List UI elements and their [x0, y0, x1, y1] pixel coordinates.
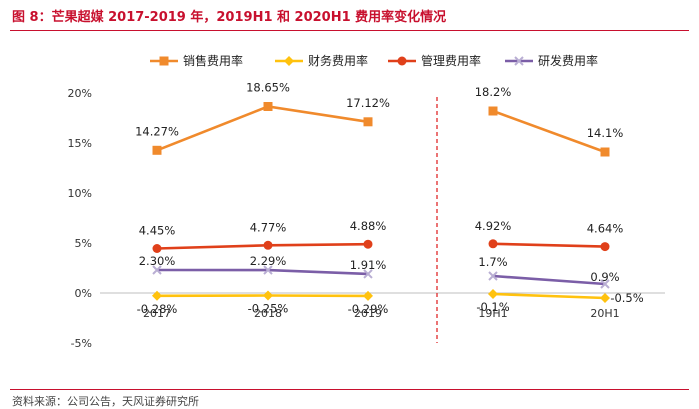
data-point	[263, 265, 273, 275]
data-label: -0.5%	[610, 291, 643, 305]
x-tick-label: 2019	[354, 307, 382, 320]
data-point	[152, 290, 162, 301]
data-point	[600, 147, 610, 157]
series-line	[156, 242, 369, 250]
series-line	[156, 105, 369, 152]
legend-label: 管理费用率	[421, 53, 481, 68]
source-divider	[10, 389, 689, 390]
data-point	[600, 279, 610, 289]
legend-label: 销售费用率	[183, 53, 243, 68]
data-point	[488, 289, 498, 299]
data-point	[363, 239, 373, 249]
series-line	[156, 268, 369, 276]
data-label: 0.9%	[590, 270, 619, 284]
x-tick-label: 20H1	[590, 307, 619, 320]
data-label: 4.92%	[475, 219, 512, 233]
title-divider	[10, 30, 689, 31]
series-line	[492, 274, 606, 286]
series-line	[492, 109, 606, 154]
data-point	[488, 271, 498, 281]
data-point	[363, 117, 373, 127]
data-point	[488, 239, 498, 249]
data-label: -0.1%	[476, 300, 509, 314]
data-label: 1.91%	[350, 258, 387, 272]
data-label: 4.64%	[587, 222, 624, 236]
data-point	[514, 56, 524, 66]
legend-label: 财务费用率	[308, 53, 368, 68]
data-label: 14.1%	[587, 126, 624, 140]
y-tick-label: 15%	[68, 137, 92, 150]
data-label: 18.2%	[475, 85, 512, 99]
y-tick-label: 10%	[68, 187, 92, 200]
data-point	[363, 290, 373, 301]
data-point	[284, 56, 294, 66]
data-point	[397, 56, 407, 66]
data-point	[159, 56, 169, 66]
data-point	[152, 244, 162, 253]
data-label: 1.7%	[478, 255, 507, 269]
y-tick-label: 0%	[75, 287, 92, 300]
x-tick-label: 19H1	[478, 307, 507, 320]
y-tick-label: 5%	[75, 237, 92, 250]
figure-title: 图 8：芒果超媒 2017-2019 年，2019H1 和 2020H1 费用率…	[12, 10, 447, 25]
y-tick-label: -5%	[71, 337, 92, 350]
data-label: -0.25%	[248, 302, 289, 316]
data-label: 17.12%	[346, 96, 390, 110]
data-point	[263, 290, 273, 301]
data-label: -0.29%	[348, 302, 389, 316]
series-line	[492, 242, 606, 248]
data-label: 4.45%	[139, 224, 176, 238]
series-line	[492, 292, 606, 300]
data-point	[263, 102, 273, 111]
x-tick-label: 2018	[254, 307, 282, 320]
y-tick-label: 20%	[68, 87, 92, 100]
data-point	[600, 242, 610, 252]
legend-label: 研发费用率	[538, 53, 598, 68]
data-point	[152, 265, 162, 275]
source-note: 资料来源：公司公告，天风证券研究所	[12, 395, 199, 408]
data-point	[363, 269, 373, 279]
data-point	[263, 240, 273, 250]
data-point	[600, 293, 610, 303]
data-label: 4.77%	[250, 220, 287, 234]
data-label: 2.30%	[139, 254, 176, 268]
data-label: 18.65%	[246, 81, 290, 95]
data-label: -0.28%	[137, 302, 178, 316]
data-label: 4.88%	[350, 219, 387, 233]
data-point	[152, 145, 162, 155]
data-label: 2.29%	[250, 254, 287, 268]
x-tick-label: 2017	[143, 307, 171, 320]
data-label: 14.27%	[135, 124, 179, 138]
data-point	[488, 106, 498, 116]
